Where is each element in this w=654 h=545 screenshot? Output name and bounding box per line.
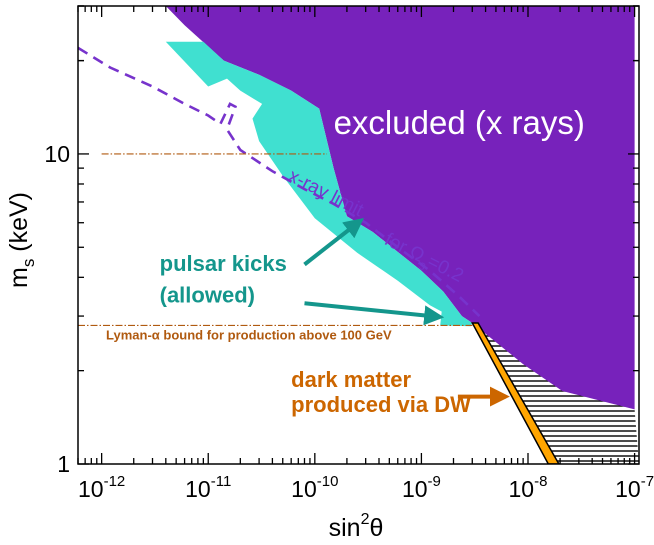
- x-tick-label: 10-11: [185, 473, 231, 502]
- region-pulsar-kicks-allowed: [165, 41, 473, 327]
- annotation-arrow-1: [303, 218, 364, 267]
- x-tick-label: 10-8: [509, 473, 548, 502]
- plot-area: [78, 6, 639, 464]
- x-tick-label: 10-7: [615, 473, 654, 502]
- dw-band: [471, 322, 560, 464]
- axes: 10-12 10-11 10-10 10-9 10-8 10-7 1 10: [44, 5, 654, 502]
- annotation-arrow-2: [304, 301, 445, 326]
- x-tick-label: 10-9: [402, 473, 441, 502]
- region-excluded-x-rays: [165, 6, 635, 410]
- annotation-excluded-x-rays: excluded (x rays): [334, 104, 585, 141]
- y-tick-label: 10: [44, 141, 70, 167]
- x-tick-label: 10-10: [291, 473, 338, 502]
- y-axis-title: ms (keV): [5, 192, 38, 288]
- annotation-pulsar-kicks: pulsar kicks: [160, 251, 287, 276]
- annotation-lyman-bound-for-production-above-100-gev: Lyman-α bound for production above 100 G…: [106, 328, 392, 343]
- y-tick-label: 1: [57, 451, 70, 477]
- x-axis-title: sin2θ: [329, 511, 384, 542]
- series-x-ray-limit-for-s-0-2: [78, 46, 481, 318]
- annotation-allowed: (allowed): [160, 282, 255, 307]
- annotation-dark-matter: dark matter: [291, 367, 411, 392]
- x-tick-label: 10-12: [78, 473, 125, 502]
- plot-frame: [77, 5, 640, 465]
- annotation-produced-via-dw: produced via DW: [291, 392, 471, 417]
